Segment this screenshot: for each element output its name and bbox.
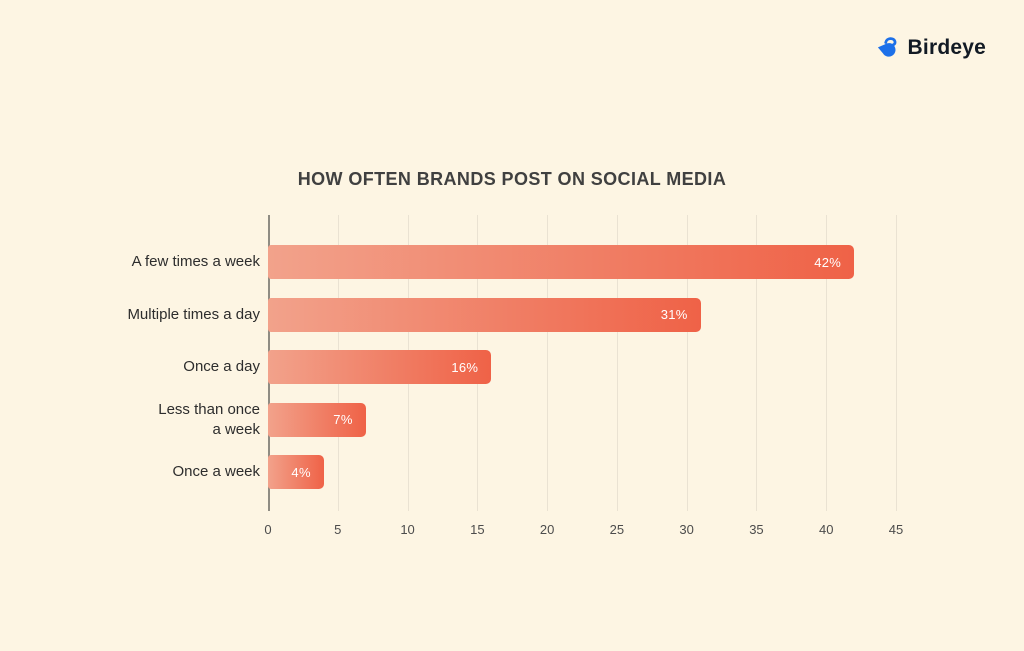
bar-value-label: 42% <box>814 254 842 270</box>
bar: 7% <box>268 402 366 437</box>
x-tick-label: 35 <box>749 522 764 537</box>
bird-icon <box>877 37 896 57</box>
bar-value-label: 16% <box>451 359 479 375</box>
gridline <box>826 215 828 511</box>
x-tick-label: 30 <box>679 522 694 537</box>
bar-row: Less than once a week 7% <box>0 400 1024 438</box>
x-tick-label: 15 <box>470 522 485 537</box>
gridline <box>756 215 758 511</box>
x-tick-label: 5 <box>334 522 342 537</box>
x-tick-label: 0 <box>264 522 272 537</box>
gridline <box>616 215 618 511</box>
x-tick-label: 10 <box>400 522 415 537</box>
chart-area: 0 5 10 15 20 25 30 35 40 45 A few times a week 42%… <box>0 215 1024 555</box>
gridline <box>896 215 897 511</box>
category-label: Less than once a week <box>158 400 260 438</box>
category-label: A few times a week <box>131 252 260 270</box>
bar-value-label: 7% <box>333 412 353 427</box>
x-tick-label: 45 <box>888 522 904 537</box>
gridline <box>686 215 688 511</box>
bar-row: Once a week 4% <box>0 455 1024 489</box>
x-tick-label: 40 <box>818 522 834 537</box>
bar: 31% <box>268 297 701 332</box>
x-tick-label: 25 <box>609 522 625 537</box>
birdeye-logo: Birdeye <box>875 35 986 61</box>
category-label: Once a week <box>172 462 260 480</box>
bar-row: Multiple times a day 31% <box>0 297 1024 332</box>
gridline <box>547 215 549 511</box>
bar: 16% <box>268 350 492 384</box>
bar: 42% <box>268 245 855 279</box>
bar: 4% <box>268 455 324 489</box>
x-tick-label: 20 <box>539 522 555 537</box>
category-label: Once a day <box>183 357 260 375</box>
bar-row: Once a day 16% <box>0 350 1024 384</box>
bar-value-label: 4% <box>291 464 311 480</box>
chart-title: HOW OFTEN BRANDS POST ON SOCIAL MEDIA <box>297 169 727 189</box>
bar-row: A few times a week 42% <box>0 245 1024 279</box>
brand-name: Birdeye <box>907 36 986 59</box>
bar-value-label: 31% <box>660 307 688 322</box>
category-label: Multiple times a day <box>127 305 260 323</box>
